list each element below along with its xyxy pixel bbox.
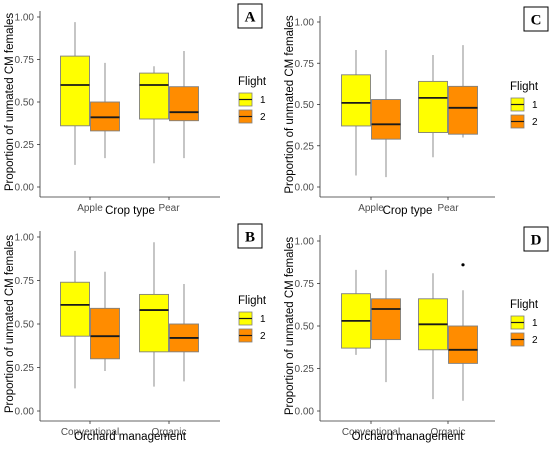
box-2-organic (169, 283, 199, 382)
y-tick-label: 0.25 (15, 363, 35, 374)
box-iqr (371, 298, 401, 341)
y-tick-label: 0.00 (295, 407, 315, 418)
y-tick-label: 1.00 (295, 237, 315, 248)
y-tick-label: 1.00 (15, 13, 35, 24)
legend: Flight 1 2 (238, 295, 267, 343)
x-tick-label: Pear (158, 203, 180, 214)
y-tick-label: 0.25 (15, 140, 35, 151)
box-iqr (448, 325, 478, 364)
y-tick-label: 1.00 (15, 233, 35, 244)
panel-tag-letter: C (531, 13, 542, 29)
box-1-conventional (341, 269, 371, 355)
box-1-pear (139, 66, 169, 164)
panel-tag-box (237, 3, 263, 29)
legend-label-2: 2 (532, 335, 538, 346)
legend-label-1: 1 (260, 95, 266, 106)
box-1-apple (341, 50, 371, 176)
legend-label-1: 1 (532, 100, 538, 111)
box-2-apple (90, 62, 120, 159)
x-tick-label: Conventional (342, 427, 400, 438)
legend-title: Flight (510, 81, 539, 93)
box-2-pear (448, 45, 478, 138)
box-iqr (371, 99, 401, 140)
box-iqr (60, 55, 90, 127)
box-1-apple (60, 22, 90, 165)
box-2-conventional (90, 271, 120, 371)
x-axis-title: Crop type (383, 205, 433, 217)
y-tick-label: 0.50 (295, 322, 315, 333)
box-2-organic (448, 263, 478, 401)
outlier-point (461, 263, 465, 267)
y-tick-label: 0.50 (295, 100, 315, 111)
box-iqr (418, 80, 448, 134)
box-iqr (139, 72, 169, 120)
y-tick-label: 0.75 (15, 55, 35, 66)
box-iqr (139, 293, 169, 353)
legend: Flight 1 2 (510, 299, 539, 347)
x-axis-title: Crop type (105, 205, 155, 217)
box-iqr (169, 86, 199, 122)
panel-tag-box (523, 226, 549, 252)
y-axis-title: Proportion of unmated CM females (284, 237, 296, 416)
legend-label-1: 1 (260, 314, 266, 325)
x-tick-label: Conventional (61, 427, 119, 438)
y-tick-label: 0.50 (15, 98, 35, 109)
y-tick-label: 0.00 (15, 183, 35, 194)
box-1-organic (139, 242, 169, 387)
box-1-pear (418, 55, 448, 158)
panel-tag-letter: D (531, 233, 542, 249)
box-2-conventional (371, 269, 401, 383)
y-axis-title: Proportion of unmated CM females (4, 13, 16, 192)
box-2-apple (371, 50, 401, 178)
y-tick-label: 0.75 (295, 279, 315, 290)
y-tick-label: 0.50 (15, 320, 35, 331)
panel-tag-letter: A (245, 10, 256, 26)
x-tick-label: Apple (358, 203, 384, 214)
legend-label-2: 2 (532, 117, 538, 128)
box-iqr (341, 74, 371, 127)
box-1-conventional (60, 250, 90, 389)
x-tick-label: Organic (430, 427, 465, 438)
panel-tag-letter: B (245, 230, 255, 246)
y-axis-title: Proportion of unmated CM females (4, 235, 16, 414)
legend-title: Flight (238, 295, 267, 307)
box-iqr (90, 307, 120, 360)
y-axis-title: Proportion of unmated CM females (284, 15, 296, 194)
panel-tag-box (237, 223, 263, 249)
box-2-pear (169, 51, 199, 159)
legend-label-2: 2 (260, 331, 266, 342)
box-1-organic (418, 273, 448, 400)
legend-label-1: 1 (532, 318, 538, 329)
x-tick-label: Organic (151, 427, 186, 438)
x-tick-label: Pear (437, 203, 459, 214)
y-tick-label: 0.75 (15, 276, 35, 287)
y-tick-label: 0.00 (15, 407, 35, 418)
y-tick-label: 0.75 (295, 59, 315, 70)
box-iqr (448, 85, 478, 135)
legend: Flight 1 2 (238, 76, 267, 124)
legend-title: Flight (238, 76, 267, 88)
x-axis-title: Orchard management (74, 431, 187, 443)
x-tick-label: Apple (77, 203, 103, 214)
legend-title: Flight (510, 299, 539, 311)
x-axis-title: Orchard management (352, 431, 465, 443)
legend-label-2: 2 (260, 112, 266, 123)
legend: Flight 1 2 (510, 81, 539, 129)
y-tick-label: 1.00 (295, 18, 315, 29)
box-iqr (60, 281, 90, 337)
y-tick-label: 0.00 (295, 183, 315, 194)
panel-tag-box (523, 6, 549, 32)
y-tick-label: 0.25 (295, 364, 315, 375)
y-tick-label: 0.25 (295, 141, 315, 152)
